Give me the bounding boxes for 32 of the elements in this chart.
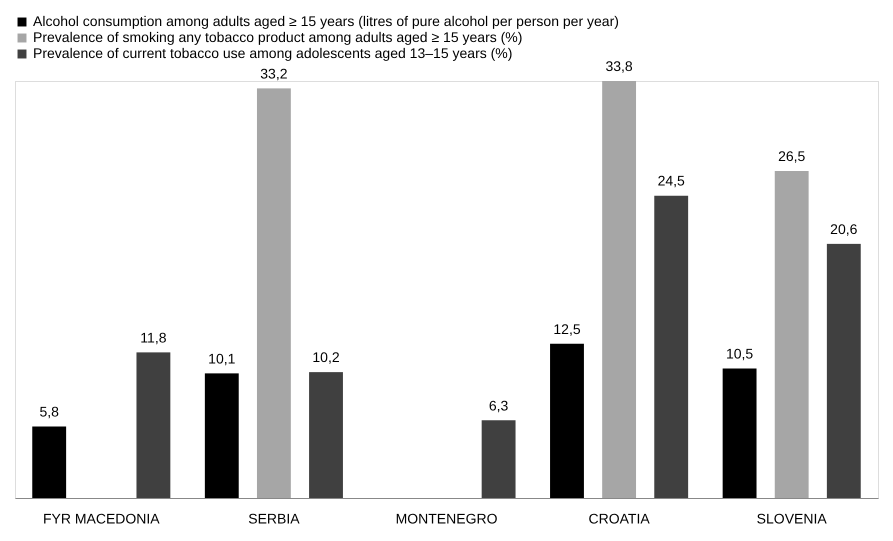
bar bbox=[654, 196, 688, 498]
data-label: 24,5 bbox=[658, 172, 686, 189]
bar bbox=[309, 372, 343, 498]
bar bbox=[774, 171, 809, 498]
bar bbox=[32, 426, 66, 498]
bar bbox=[482, 420, 516, 498]
data-label: 10,2 bbox=[312, 349, 340, 366]
bar bbox=[550, 344, 584, 498]
bar bbox=[136, 352, 170, 498]
data-label: 26,5 bbox=[778, 148, 806, 164]
bar bbox=[722, 368, 757, 498]
x-tick-label: FYR MACEDONIA bbox=[42, 510, 160, 526]
data-label: 10,5 bbox=[726, 345, 754, 362]
data-label: 5,8 bbox=[39, 403, 60, 420]
x-tick-label: SLOVENIA bbox=[756, 510, 828, 526]
data-label: 33,2 bbox=[260, 65, 288, 82]
x-tick-label: SERBIA bbox=[248, 510, 300, 526]
legend-label: Alcohol consumption among adults aged ≥ 15 years (litres of pure alcohol per person per year) bbox=[33, 13, 619, 29]
bar bbox=[204, 373, 239, 498]
data-label: 33,8 bbox=[605, 58, 633, 74]
data-label: 20,6 bbox=[830, 220, 858, 237]
legend-label: Prevalence of smoking any tobacco product among adults aged ≥ 15 years (%) bbox=[33, 29, 522, 45]
legend-label: Prevalence of current tobacco use among adolescents aged 13–15 years (%) bbox=[33, 45, 512, 61]
bar bbox=[826, 244, 861, 498]
data-label: 6,3 bbox=[488, 397, 509, 414]
x-tick-label: CROATIA bbox=[588, 510, 650, 526]
bar bbox=[256, 88, 291, 498]
data-label: 10,1 bbox=[208, 350, 236, 366]
bar bbox=[602, 81, 636, 498]
data-label: 12,5 bbox=[553, 320, 581, 337]
data-label: 11,8 bbox=[140, 329, 167, 346]
x-tick-label: MONTENEGRO bbox=[396, 510, 498, 526]
